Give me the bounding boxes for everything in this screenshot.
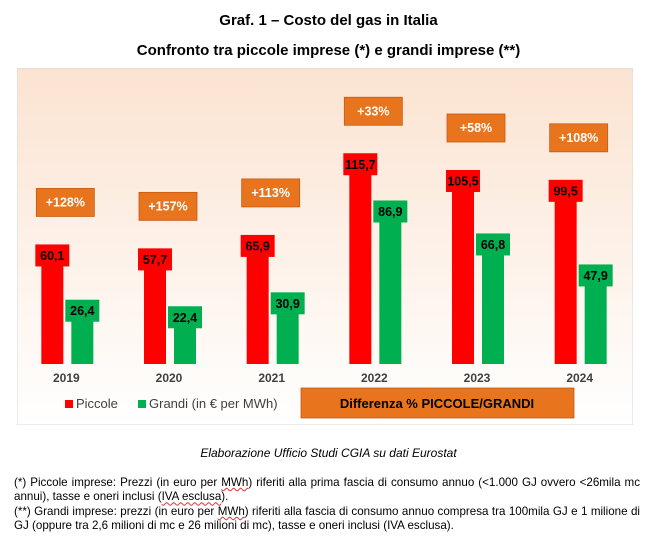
value-label-grandi: 22,4 (173, 311, 197, 325)
x-tick-label: 2021 (258, 371, 285, 385)
label-box-grandi (476, 233, 510, 256)
label-box-grandi (578, 264, 613, 287)
difference-label: +108% (559, 131, 598, 145)
value-label-piccole: 60,1 (40, 249, 64, 263)
bar-grandi-2022 (379, 221, 402, 364)
value-label-grandi: 47,9 (583, 269, 607, 283)
bar-grandi-2021 (276, 313, 299, 364)
label-box-grandi (168, 306, 202, 329)
bar-piccole-2023 (452, 190, 474, 364)
label-box-grandi (270, 292, 305, 315)
bar-grandi-2023 (482, 254, 504, 364)
x-tick-label: 2024 (566, 371, 593, 385)
difference-box (446, 113, 506, 143)
bar-grandi-2020 (174, 327, 196, 364)
label-box-grandi (65, 299, 100, 322)
label-box-piccole (35, 244, 70, 267)
difference-label: +58% (460, 121, 492, 135)
chart-subtitle: Confronto tra piccole imprese (*) e gran… (136, 42, 521, 59)
label-box-piccole (548, 179, 583, 202)
legend-label-piccole: Piccole (76, 396, 118, 411)
bar-piccole-2021 (246, 255, 269, 364)
difference-box (138, 191, 198, 221)
legend-swatch-grandi (138, 400, 146, 408)
x-tick-label: 2020 (156, 371, 183, 385)
source-note: Elaborazione Ufficio Studi CGIA su dati … (200, 446, 457, 460)
x-tick-label: 2022 (361, 371, 388, 385)
difference-label: +128% (46, 195, 85, 209)
label-box-piccole (138, 248, 172, 271)
footnote-grandi: (**) Grandi imprese: prezzi (in euro per… (14, 504, 640, 533)
label-box-piccole (343, 153, 378, 176)
value-label-piccole: 65,9 (245, 239, 269, 253)
x-tick-label: 2023 (464, 371, 491, 385)
value-label-grandi: 26,4 (70, 304, 94, 318)
difference-box (343, 96, 403, 126)
difference-label: +157% (148, 199, 187, 213)
bar-piccole-2020 (144, 269, 166, 364)
difference-banner-label: Differenza % PICCOLE/GRANDI (340, 396, 534, 411)
difference-banner (300, 387, 575, 419)
footnote-piccole: (*) Piccole imprese: Prezzi (in euro per… (14, 476, 640, 504)
footnotes: (*) Piccole imprese: Prezzi (in euro per… (14, 476, 640, 534)
chart-title: Graf. 1 – Costo del gas in Italia (219, 12, 438, 29)
value-label-piccole: 57,7 (143, 253, 167, 267)
x-tick-label: 2019 (53, 371, 80, 385)
bar-grandi-2024 (584, 285, 607, 364)
value-label-piccole: 105,5 (447, 174, 478, 188)
difference-label: +113% (251, 186, 290, 200)
difference-box (241, 178, 301, 208)
legend-swatch-piccole (65, 400, 73, 408)
bar-piccole-2019 (41, 265, 64, 364)
value-label-grandi: 86,9 (378, 205, 402, 219)
label-box-piccole (446, 169, 480, 192)
value-label-piccole: 99,5 (553, 184, 577, 198)
value-label-piccole: 115,7 (345, 158, 376, 172)
bar-piccole-2024 (554, 200, 577, 364)
value-label-grandi: 66,8 (481, 238, 505, 252)
label-box-piccole (240, 234, 275, 257)
bar-grandi-2019 (71, 320, 94, 364)
difference-box (549, 123, 609, 153)
legend-label-grandi: Grandi (in € per MWh) (149, 396, 278, 411)
label-box-grandi (373, 200, 408, 223)
value-label-grandi: 30,9 (275, 297, 299, 311)
bar-chart: 60,1 26,4 +128% 2019 57,7 22,4 +157% 2020 65,9 30… (17, 68, 633, 425)
difference-box (35, 188, 95, 217)
bar-piccole-2022 (349, 174, 372, 364)
difference-label: +33% (357, 104, 389, 118)
plot-background (17, 68, 633, 425)
